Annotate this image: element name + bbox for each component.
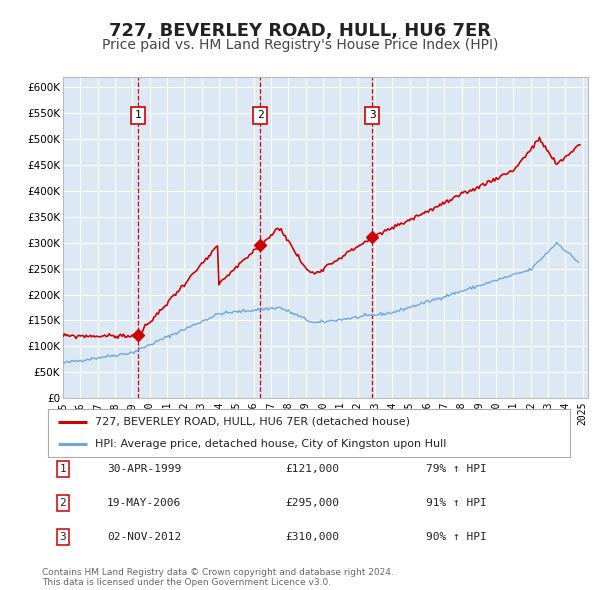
Text: 02-NOV-2012: 02-NOV-2012 xyxy=(107,532,181,542)
Text: 91% ↑ HPI: 91% ↑ HPI xyxy=(425,498,487,507)
Text: £310,000: £310,000 xyxy=(285,532,339,542)
Text: 30-APR-1999: 30-APR-1999 xyxy=(107,464,181,474)
Text: 1: 1 xyxy=(59,464,67,474)
Text: 2: 2 xyxy=(59,498,67,507)
Text: 727, BEVERLEY ROAD, HULL, HU6 7ER: 727, BEVERLEY ROAD, HULL, HU6 7ER xyxy=(109,22,491,41)
Text: HPI: Average price, detached house, City of Kingston upon Hull: HPI: Average price, detached house, City… xyxy=(95,439,446,449)
Text: 79% ↑ HPI: 79% ↑ HPI xyxy=(425,464,487,474)
Text: £121,000: £121,000 xyxy=(285,464,339,474)
Text: 90% ↑ HPI: 90% ↑ HPI xyxy=(425,532,487,542)
Text: 1: 1 xyxy=(134,110,142,120)
Text: Contains HM Land Registry data © Crown copyright and database right 2024.
This d: Contains HM Land Registry data © Crown c… xyxy=(42,568,394,587)
Text: 19-MAY-2006: 19-MAY-2006 xyxy=(107,498,181,507)
Text: £295,000: £295,000 xyxy=(285,498,339,507)
Text: 3: 3 xyxy=(369,110,376,120)
Text: 727, BEVERLEY ROAD, HULL, HU6 7ER (detached house): 727, BEVERLEY ROAD, HULL, HU6 7ER (detac… xyxy=(95,417,410,427)
Text: 2: 2 xyxy=(257,110,263,120)
Text: 3: 3 xyxy=(59,532,67,542)
Text: Price paid vs. HM Land Registry's House Price Index (HPI): Price paid vs. HM Land Registry's House … xyxy=(102,38,498,52)
